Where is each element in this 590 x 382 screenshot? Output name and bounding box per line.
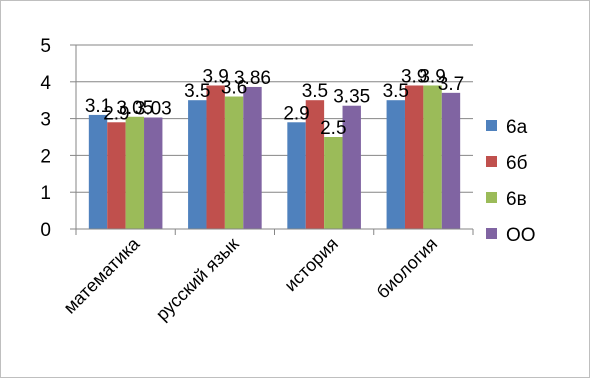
bar — [305, 100, 325, 229]
x-category-label: история — [280, 234, 341, 295]
legend-swatch — [486, 228, 497, 239]
data-label: 2.9 — [103, 103, 129, 124]
bar — [342, 105, 361, 229]
data-label: 3.5 — [302, 81, 328, 102]
bar — [206, 85, 225, 229]
data-label: 3.7 — [438, 74, 464, 95]
bar — [324, 137, 343, 229]
legend-label: 6а — [506, 117, 528, 138]
legend-swatch — [486, 156, 497, 167]
data-label: 2.9 — [283, 103, 309, 124]
bar — [423, 85, 442, 229]
data-label: 3.5 — [184, 81, 210, 102]
bar — [107, 122, 126, 229]
data-label: 3.05 — [116, 98, 153, 119]
bar — [404, 85, 424, 229]
data-label: 3.5 — [383, 81, 409, 102]
data-label: 2.5 — [320, 118, 346, 139]
bar — [386, 100, 405, 229]
y-tick-label: 1 — [40, 183, 51, 204]
bar — [88, 114, 108, 229]
y-tick-label: 0 — [40, 220, 51, 241]
x-category-label: русский язык — [152, 234, 243, 325]
bar — [188, 100, 207, 229]
legend-label: 6б — [506, 153, 528, 174]
bar — [224, 96, 244, 230]
legend-label: 6в — [506, 189, 527, 210]
bar — [144, 117, 163, 229]
legend-swatch — [486, 192, 497, 203]
data-label: 3.6 — [221, 78, 247, 99]
data-label: 3.9 — [419, 66, 445, 87]
y-tick-label: 5 — [40, 36, 51, 57]
bar — [287, 122, 306, 229]
data-label: 3.35 — [333, 87, 370, 108]
y-tick-label: 3 — [40, 110, 51, 131]
data-label: 3.9 — [401, 66, 427, 87]
bar — [441, 92, 461, 229]
data-label: 3.9 — [202, 66, 228, 87]
data-label: 3.1 — [85, 96, 111, 117]
y-tick-label: 4 — [40, 73, 51, 94]
y-tick-label: 2 — [40, 146, 51, 167]
legend-swatch — [486, 120, 497, 131]
data-label: 3.86 — [234, 68, 271, 89]
x-category-label: биология — [373, 234, 442, 303]
bar — [243, 86, 262, 230]
bar — [125, 116, 145, 229]
data-label: 3.03 — [135, 98, 172, 119]
legend-label: ОО — [506, 225, 536, 246]
x-category-label: математика — [60, 233, 145, 318]
